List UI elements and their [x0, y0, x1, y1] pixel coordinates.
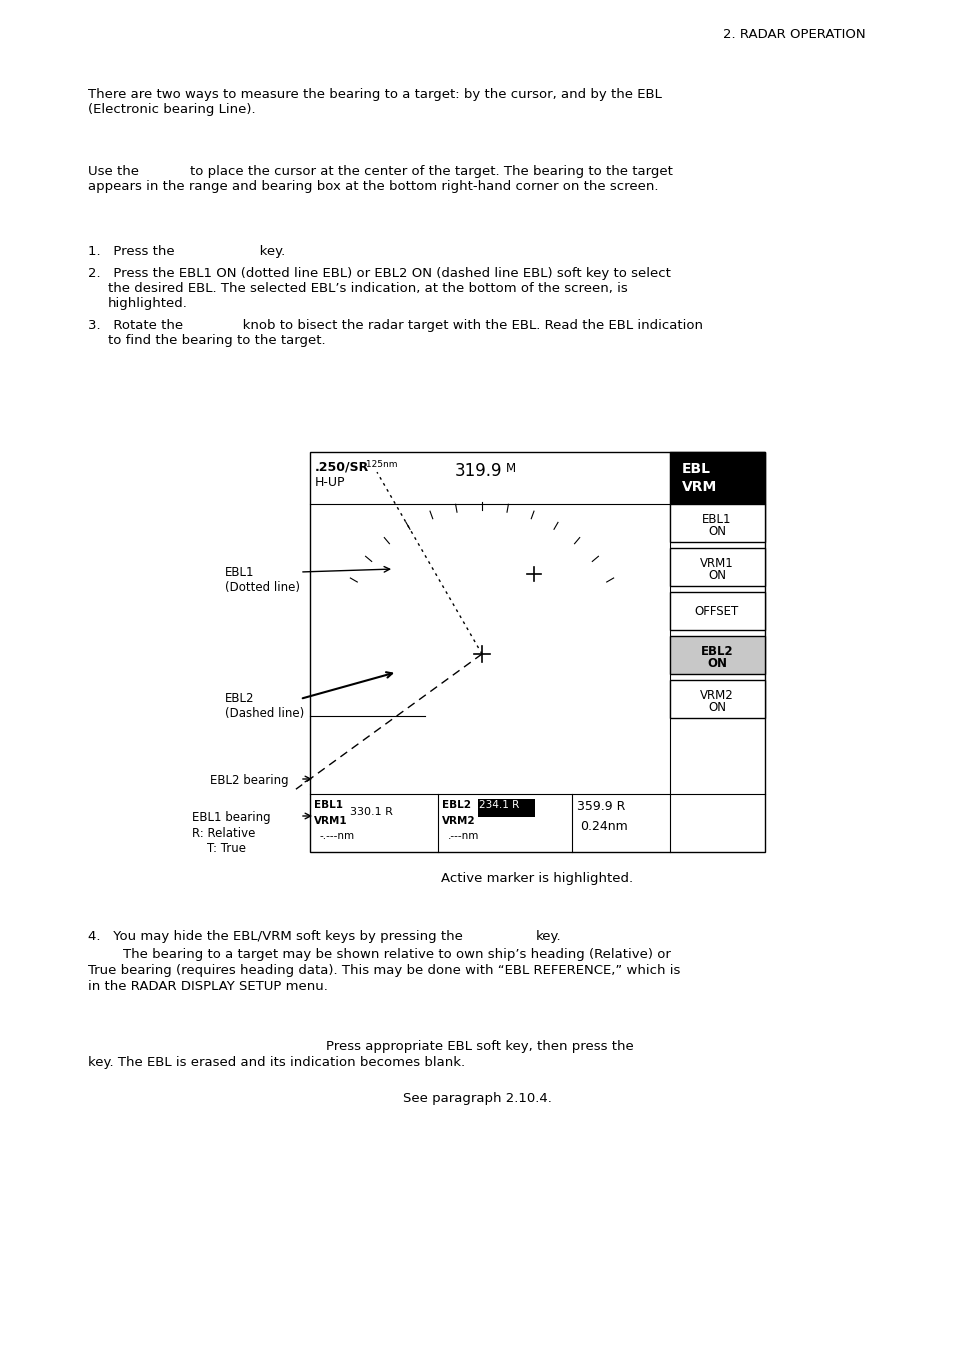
- Text: .250/SR: .250/SR: [314, 459, 369, 473]
- Text: 4.   You may hide the EBL/VRM soft keys by pressing the: 4. You may hide the EBL/VRM soft keys by…: [88, 929, 462, 943]
- Text: 2.   Press the EBL1 ON (dotted line EBL) or EBL2 ON (dashed line EBL) soft key t: 2. Press the EBL1 ON (dotted line EBL) o…: [88, 267, 670, 280]
- Text: VRM1: VRM1: [700, 557, 733, 570]
- Bar: [310, 453, 764, 852]
- Bar: [669, 549, 764, 586]
- Text: highlighted.: highlighted.: [108, 297, 188, 309]
- Text: in the RADAR DISPLAY SETUP menu.: in the RADAR DISPLAY SETUP menu.: [88, 979, 328, 993]
- Text: 234.1 R: 234.1 R: [478, 800, 518, 811]
- Text: 1.   Press the                    key.: 1. Press the key.: [88, 245, 285, 258]
- Text: to place the cursor at the center of the target. The bearing to the target: to place the cursor at the center of the…: [190, 165, 672, 178]
- Text: key.: key.: [536, 929, 561, 943]
- Text: .---nm: .---nm: [448, 831, 478, 842]
- Text: 0.24nm: 0.24nm: [579, 820, 627, 834]
- Text: (Dotted line): (Dotted line): [225, 581, 299, 594]
- Text: ON: ON: [707, 701, 725, 713]
- Text: Active marker is highlighted.: Active marker is highlighted.: [440, 871, 633, 885]
- Text: the desired EBL. The selected EBL’s indication, at the bottom of the screen, is: the desired EBL. The selected EBL’s indi…: [108, 282, 627, 295]
- Text: VRM2: VRM2: [700, 689, 733, 703]
- Text: 2. RADAR OPERATION: 2. RADAR OPERATION: [722, 28, 865, 41]
- Text: EBL1 bearing: EBL1 bearing: [192, 811, 271, 824]
- Text: The bearing to a target may be shown relative to own ship’s heading (Relative) o: The bearing to a target may be shown rel…: [123, 948, 670, 961]
- Text: VRM1: VRM1: [314, 816, 347, 825]
- Text: (Dashed line): (Dashed line): [225, 707, 304, 720]
- Text: (Electronic bearing Line).: (Electronic bearing Line).: [88, 103, 255, 116]
- Text: EBL1: EBL1: [701, 513, 731, 526]
- Text: EBL2: EBL2: [225, 692, 254, 705]
- Text: EBL1: EBL1: [225, 566, 254, 580]
- Text: EBL2 bearing: EBL2 bearing: [210, 774, 289, 788]
- Text: T: True: T: True: [207, 842, 246, 855]
- Text: True bearing (requires heading data). This may be done with “EBL REFERENCE,” whi: True bearing (requires heading data). Th…: [88, 965, 679, 977]
- Text: ON: ON: [706, 657, 726, 670]
- Text: .125nm: .125nm: [363, 459, 397, 469]
- Text: EBL2: EBL2: [441, 800, 471, 811]
- Text: ON: ON: [707, 526, 725, 538]
- Text: 3.   Rotate the              knob to bisect the radar target with the EBL. Read : 3. Rotate the knob to bisect the radar t…: [88, 319, 702, 332]
- Text: Press appropriate EBL soft key, then press the: Press appropriate EBL soft key, then pre…: [326, 1040, 633, 1052]
- Text: OFFSET: OFFSET: [694, 605, 739, 617]
- Text: ON: ON: [707, 569, 725, 582]
- Text: There are two ways to measure the bearing to a target: by the cursor, and by the: There are two ways to measure the bearin…: [88, 88, 661, 101]
- Text: See paragraph 2.10.4.: See paragraph 2.10.4.: [402, 1092, 551, 1105]
- Text: EBL1: EBL1: [314, 800, 343, 811]
- Text: VRM: VRM: [681, 480, 717, 494]
- Text: Use the: Use the: [88, 165, 139, 178]
- Bar: [477, 798, 535, 817]
- Text: 330.1 R: 330.1 R: [350, 807, 393, 817]
- Text: R: Relative: R: Relative: [192, 827, 255, 840]
- Text: H-UP: H-UP: [314, 476, 345, 489]
- Bar: [669, 453, 764, 504]
- Bar: [669, 636, 764, 674]
- Text: VRM2: VRM2: [441, 816, 476, 825]
- Text: M: M: [505, 462, 516, 476]
- Text: -.---nm: -.---nm: [319, 831, 355, 842]
- Bar: [669, 680, 764, 717]
- Text: 359.9 R: 359.9 R: [577, 800, 625, 813]
- Text: to find the bearing to the target.: to find the bearing to the target.: [108, 334, 325, 347]
- Bar: [669, 592, 764, 630]
- Text: 319.9: 319.9: [455, 462, 502, 480]
- Text: EBL2: EBL2: [700, 644, 733, 658]
- Text: key. The EBL is erased and its indication becomes blank.: key. The EBL is erased and its indicatio…: [88, 1056, 465, 1069]
- Text: EBL: EBL: [681, 462, 710, 476]
- Bar: [669, 504, 764, 542]
- Text: appears in the range and bearing box at the bottom right-hand corner on the scre: appears in the range and bearing box at …: [88, 180, 658, 193]
